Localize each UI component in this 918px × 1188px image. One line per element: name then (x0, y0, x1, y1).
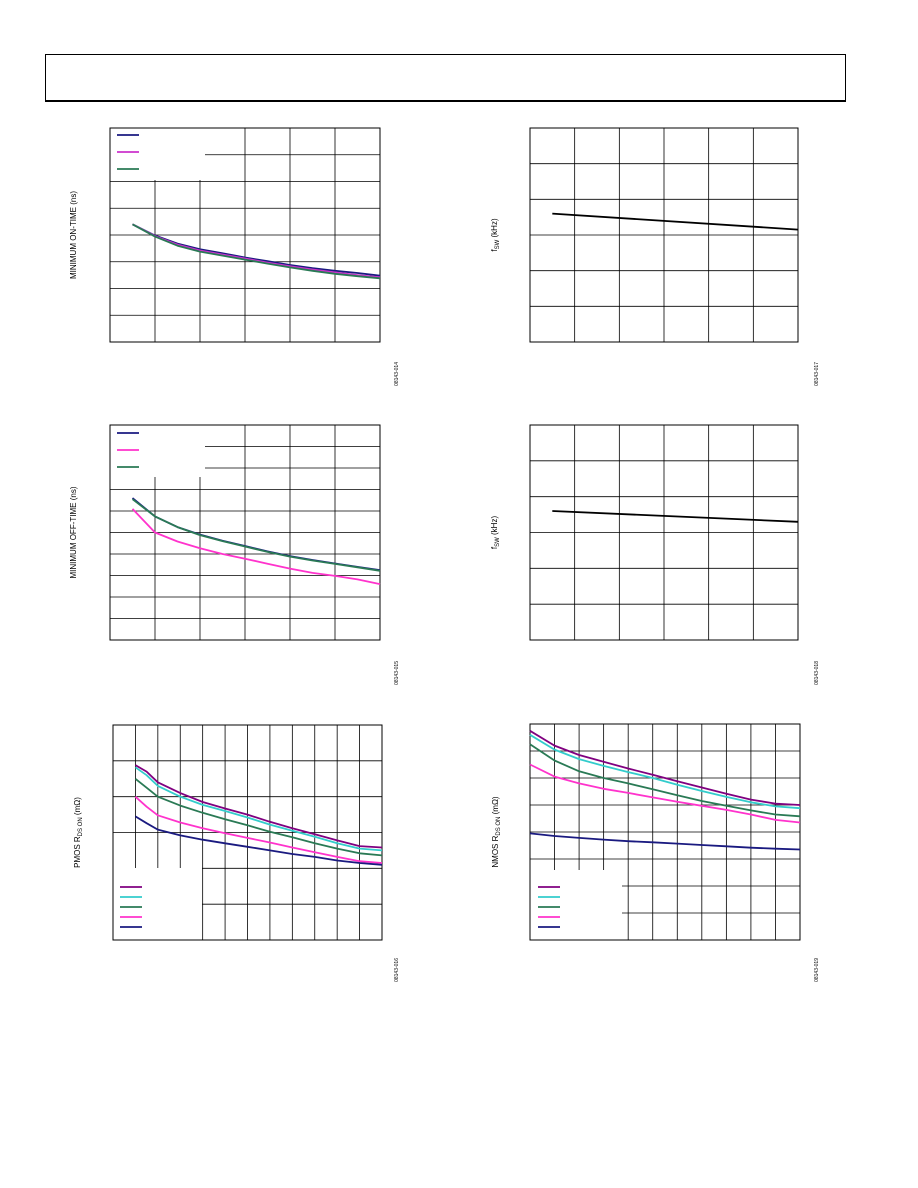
series-line-2 (134, 766, 383, 852)
grid (530, 425, 798, 640)
grid (113, 725, 382, 940)
y-axis-title-subscript: SW (495, 537, 501, 547)
series-line-2 (131, 508, 381, 585)
series-line-5 (529, 832, 801, 851)
y-axis-title-main: PMOS R (73, 836, 82, 868)
y-axis-title-main: MINIMUM OFF-TIME (ns) (69, 486, 78, 578)
series-line-3 (132, 223, 381, 280)
series-line-3 (131, 498, 381, 572)
y-axis-title-subscript: DS ON (496, 817, 502, 836)
figure-id: 08143-014 (394, 362, 400, 386)
series-line-1 (529, 730, 801, 806)
series-line-5 (134, 815, 383, 866)
series-line-3 (134, 778, 383, 857)
plot-frame (529, 723, 801, 941)
y-axis-title: fSW (kHz) (490, 218, 501, 252)
plot-frame (109, 424, 381, 641)
series-line-4 (529, 763, 801, 824)
chart-c1: MINIMUM ON-TIME (ns) 08143-014 (69, 127, 400, 386)
grid (530, 724, 800, 940)
y-axis-title: MINIMUM OFF-TIME (ns) (69, 486, 78, 578)
plot-frame (529, 424, 799, 641)
y-axis-title-subscript: DS ON (78, 817, 84, 836)
plot-frame (529, 127, 799, 343)
y-axis-title: fSW (kHz) (490, 516, 501, 550)
figure-id: 08143-016 (394, 958, 400, 982)
y-axis-title-main: NMOS R (491, 835, 500, 867)
series-line-1 (552, 510, 799, 523)
series-line-1 (132, 223, 381, 277)
grid (110, 128, 380, 342)
series-line-3 (529, 743, 801, 818)
y-axis-title-subscript: SW (495, 239, 501, 249)
chart-c4: fSW (kHz) 08143-017 (490, 127, 820, 386)
figure-id: 08143-015 (394, 661, 400, 685)
y-axis-title-unit: (mΩ) (491, 796, 500, 817)
figure-id: 08143-017 (814, 362, 820, 386)
plot-frame (112, 724, 383, 941)
series-line-4 (134, 796, 383, 864)
series-line-1 (552, 212, 799, 231)
y-axis-title-unit: (kHz) (490, 218, 499, 240)
plot-frame (109, 127, 381, 343)
grid (110, 425, 380, 640)
page-header-box (45, 54, 846, 102)
chart-c5: fSW (kHz) 08143-018 (490, 424, 820, 685)
y-axis-title: NMOS RDS ON (mΩ) (491, 796, 502, 868)
grid (530, 128, 798, 342)
figure-id: 08143-018 (814, 661, 820, 685)
y-axis-title-unit: (kHz) (490, 516, 499, 538)
y-axis-title-main: f (490, 249, 499, 252)
y-axis-title: PMOS RDS ON (mΩ) (73, 797, 84, 868)
chart-c3: PMOS RDS ON (mΩ) 08143-016 (73, 724, 400, 982)
series-line-2 (132, 223, 381, 279)
y-axis-title: MINIMUM ON-TIME (ns) (69, 191, 78, 279)
series-line-2 (529, 734, 801, 810)
y-axis-title-main: f (490, 546, 499, 549)
chart-c2: MINIMUM OFF-TIME (ns) 08143-015 (69, 424, 400, 685)
series-line-1 (134, 764, 383, 849)
y-axis-title-unit: (mΩ) (73, 797, 82, 818)
chart-c6: NMOS RDS ON (mΩ) 08143-019 (491, 723, 820, 982)
figure-id: 08143-019 (814, 958, 820, 982)
y-axis-title-main: MINIMUM ON-TIME (ns) (69, 191, 78, 279)
series-line-1 (131, 497, 381, 571)
